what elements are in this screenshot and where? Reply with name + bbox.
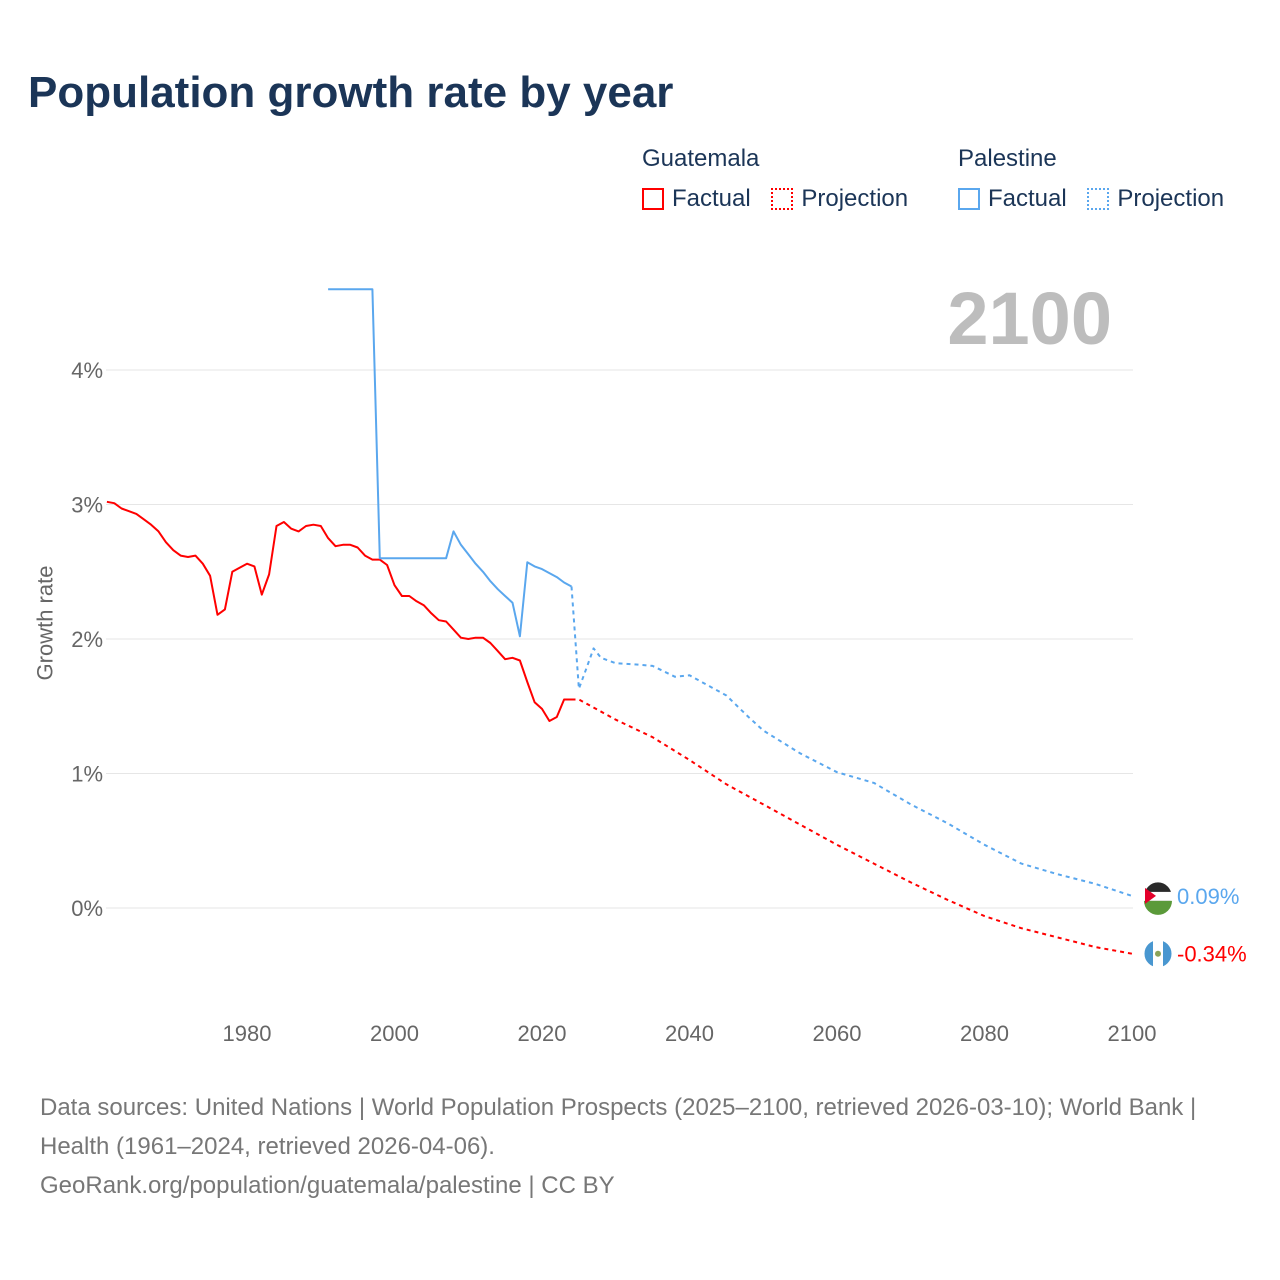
- y-tick-label: 0%: [71, 896, 103, 921]
- legend-title: Guatemala: [642, 145, 760, 172]
- source-text: Data sources: United Nations | World Pop…: [40, 1094, 1197, 1160]
- current-year-label: 2100: [947, 277, 1112, 360]
- x-tick-label: 2060: [813, 1021, 862, 1046]
- series-line-guatemala-projection: [571, 698, 1133, 955]
- legend-swatch: [958, 188, 980, 210]
- end-value-label: -0.34%: [1177, 942, 1247, 967]
- legend-label: Factual: [672, 185, 751, 212]
- legend-item-projection[interactable]: Projection: [1087, 185, 1224, 213]
- x-tick-label: 2000: [370, 1021, 419, 1046]
- x-tick-label: 2100: [1108, 1021, 1157, 1046]
- y-tick-label: 3%: [71, 493, 103, 518]
- y-axis-label: Growth rate: [32, 565, 58, 681]
- x-tick-label: 2020: [518, 1021, 567, 1046]
- y-tick-label: 4%: [71, 358, 103, 383]
- page-title: Population growth rate by year: [28, 68, 674, 117]
- flag-triangle: [1145, 887, 1156, 904]
- legend-label: Projection: [1117, 185, 1225, 212]
- x-tick-label: 2040: [665, 1021, 714, 1046]
- flag-emblem: [1155, 950, 1161, 957]
- legend-label: Projection: [801, 185, 909, 212]
- legend-swatch: [771, 188, 794, 210]
- legend-item-projection[interactable]: Projection: [771, 185, 908, 213]
- y-tick-label: 1%: [71, 762, 103, 787]
- source-link[interactable]: GeoRank.org/population/guatemala/palesti…: [40, 1172, 615, 1199]
- legend-swatch: [642, 188, 664, 210]
- source-note: Data sources: United Nations | World Pop…: [40, 1088, 1240, 1205]
- x-tick-label: 2080: [960, 1021, 1009, 1046]
- legend-swatch: [1087, 188, 1110, 210]
- legend-label: Factual: [988, 185, 1067, 212]
- legend-palestine: Palestine Factual Projection: [958, 145, 1238, 217]
- legend-guatemala: Guatemala Factual Projection: [642, 145, 922, 217]
- x-tick-label: 1980: [223, 1021, 272, 1046]
- legend-item-factual[interactable]: Factual: [958, 185, 1067, 213]
- legend-title: Palestine: [958, 145, 1057, 172]
- series-line-guatemala-factual: [106, 500, 572, 722]
- flag-stripe: [1144, 891, 1172, 901]
- flag-stripe: [1144, 900, 1172, 915]
- end-value-label: 0.09%: [1177, 884, 1239, 909]
- legend-item-factual[interactable]: Factual: [642, 185, 751, 213]
- series-line-palestine-projection: [570, 586, 1133, 897]
- series-line-palestine-factual: [328, 288, 572, 638]
- y-tick-label: 2%: [71, 627, 103, 652]
